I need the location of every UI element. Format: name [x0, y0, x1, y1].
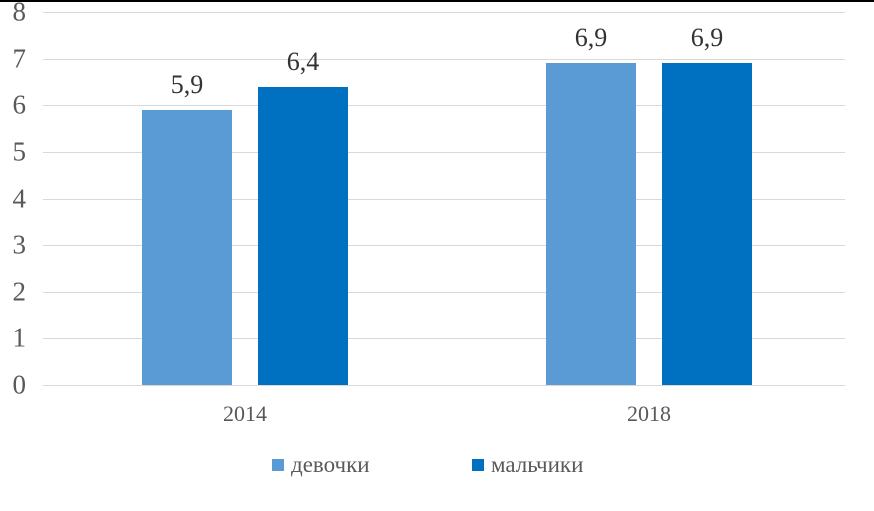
y-axis-tick-label: 7	[12, 43, 27, 74]
gridline-y4	[43, 198, 845, 200]
y-axis-tick-label: 6	[12, 89, 27, 120]
bar-boys-2014	[258, 86, 348, 385]
y-axis-tick-label: 1	[12, 322, 27, 353]
gridline-y6	[43, 105, 845, 107]
bar-value-label-boys-2014: 6,4	[286, 46, 320, 76]
y-axis-tick-label: 0	[12, 369, 27, 400]
gridline-y3	[43, 245, 845, 247]
y-axis-tick-label: 5	[12, 136, 27, 167]
y-axis-tick-label: 4	[12, 183, 27, 213]
y-axis-tick-label: 2	[12, 276, 27, 307]
gridline-y2	[43, 291, 845, 293]
x-axis-category-label-2018: 2018	[627, 401, 671, 426]
y-axis-tick-label: 3	[12, 229, 27, 260]
bar-value-label-girls-2014: 5,9	[170, 69, 204, 99]
y-axis-tick-label: 8	[12, 0, 27, 27]
x-axis-line	[43, 385, 845, 386]
gridline-y7	[43, 58, 845, 60]
bar-girls-2018	[546, 63, 636, 385]
gridline-y5	[43, 151, 845, 153]
bar-value-label-boys-2018: 6,9	[690, 23, 724, 53]
bar-value-label-girls-2018: 6,9	[574, 23, 608, 53]
top-border-line	[0, 0, 874, 2]
gridline-y1	[43, 338, 845, 340]
bar-boys-2018	[662, 63, 752, 385]
bar-girls-2014	[142, 109, 232, 385]
gridline-y8	[43, 12, 845, 13]
x-axis-category-label-2014: 2014	[223, 401, 267, 426]
